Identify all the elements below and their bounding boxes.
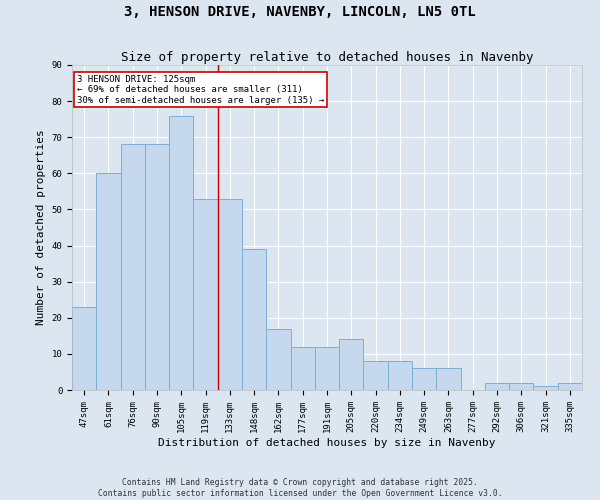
Y-axis label: Number of detached properties: Number of detached properties (36, 130, 46, 326)
Bar (533, 386, 558, 390)
Bar (96, 174, 121, 390)
Bar (193, 198, 218, 390)
Bar (485, 383, 509, 390)
Text: Contains HM Land Registry data © Crown copyright and database right 2025.
Contai: Contains HM Land Registry data © Crown c… (98, 478, 502, 498)
Text: 3, HENSON DRIVE, NAVENBY, LINCOLN, LN5 0TL: 3, HENSON DRIVE, NAVENBY, LINCOLN, LN5 0… (124, 5, 476, 19)
Bar (364, 361, 388, 390)
Bar (145, 144, 169, 390)
Bar (242, 249, 266, 390)
Text: 3 HENSON DRIVE: 125sqm
← 69% of detached houses are smaller (311)
30% of semi-de: 3 HENSON DRIVE: 125sqm ← 69% of detached… (77, 74, 325, 104)
Bar (266, 328, 290, 390)
Bar (412, 368, 436, 390)
Bar (388, 361, 412, 390)
Bar (315, 346, 339, 390)
Bar (72, 307, 96, 390)
Bar (339, 340, 364, 390)
Bar (436, 368, 461, 390)
Bar (218, 198, 242, 390)
Bar (169, 116, 193, 390)
X-axis label: Distribution of detached houses by size in Navenby: Distribution of detached houses by size … (158, 438, 496, 448)
Bar (121, 144, 145, 390)
Title: Size of property relative to detached houses in Navenby: Size of property relative to detached ho… (121, 51, 533, 64)
Bar (509, 383, 533, 390)
Bar (558, 383, 582, 390)
Bar (290, 346, 315, 390)
